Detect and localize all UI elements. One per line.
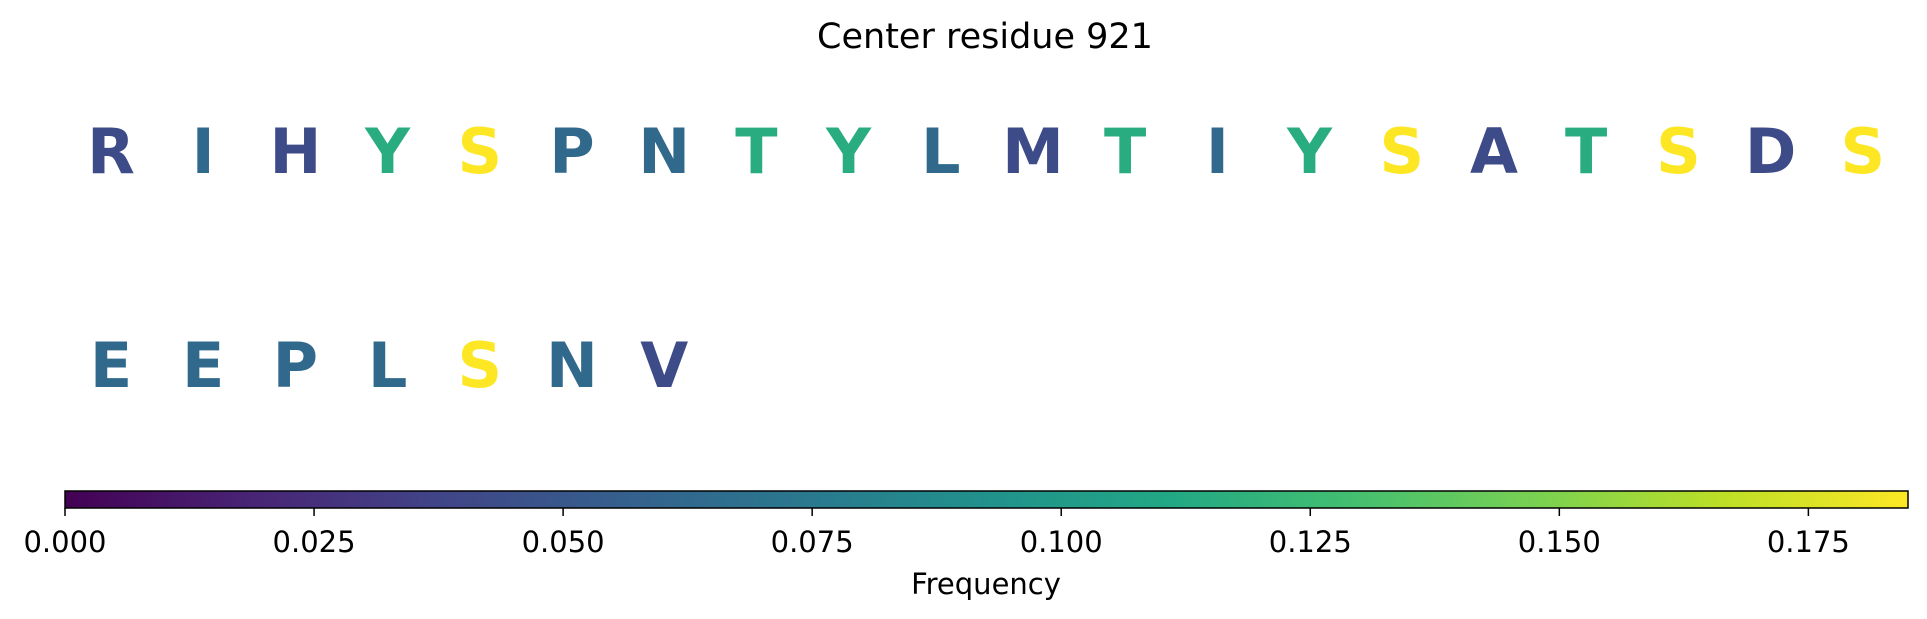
colorbar-label: Frequency <box>911 567 1061 601</box>
residue-L: L <box>921 115 961 188</box>
residue-R: R <box>87 115 135 188</box>
residue-S: S <box>457 329 502 402</box>
colorbar-tick-label: 0.000 <box>23 525 106 559</box>
residue-S: S <box>1840 115 1885 188</box>
residue-S: S <box>457 115 502 188</box>
residue-Y: Y <box>825 115 872 188</box>
residue-E: E <box>90 329 132 402</box>
residue-S: S <box>1656 115 1701 188</box>
residue-A: A <box>1470 115 1518 188</box>
residue-N: N <box>638 115 690 188</box>
residue-H: H <box>269 115 321 188</box>
chart-title: Center residue 921 <box>817 17 1153 57</box>
residue-T: T <box>735 115 777 188</box>
colorbar-tick-label: 0.125 <box>1269 525 1352 559</box>
residue-P: P <box>273 329 318 402</box>
colorbar-tick-label: 0.100 <box>1020 525 1103 559</box>
colorbar-tick-label: 0.050 <box>522 525 605 559</box>
residue-S: S <box>1379 115 1424 188</box>
colorbar-tick-label: 0.025 <box>273 525 356 559</box>
colorbar <box>64 490 1909 509</box>
residue-I: I <box>192 115 215 188</box>
residue-T: T <box>1104 115 1146 188</box>
colorbar-ticks: 0.000 0.025 0.050 0.075 0.100 0.125 0.150 0.175 <box>23 508 1850 559</box>
colorbar-tick-label: 0.150 <box>1518 525 1601 559</box>
residue-Y: Y <box>364 115 411 188</box>
residue-N: N <box>546 329 598 402</box>
residue-Y: Y <box>1286 115 1333 188</box>
residue-T: T <box>1565 115 1607 188</box>
residue-E: E <box>182 329 224 402</box>
residue-V: V <box>640 329 688 402</box>
residue-L: L <box>368 329 408 402</box>
residue-D: D <box>1745 115 1796 188</box>
residue-P: P <box>549 115 594 188</box>
colorbar-tick-label: 0.075 <box>771 525 854 559</box>
residue-grid: R I H Y S P N T Y L M T I Y S A T S D SE E P L S N V <box>87 115 1885 402</box>
colorbar-tick-label: 0.175 <box>1767 525 1850 559</box>
residue-M: M <box>1002 115 1064 188</box>
residue-I: I <box>1206 115 1229 188</box>
